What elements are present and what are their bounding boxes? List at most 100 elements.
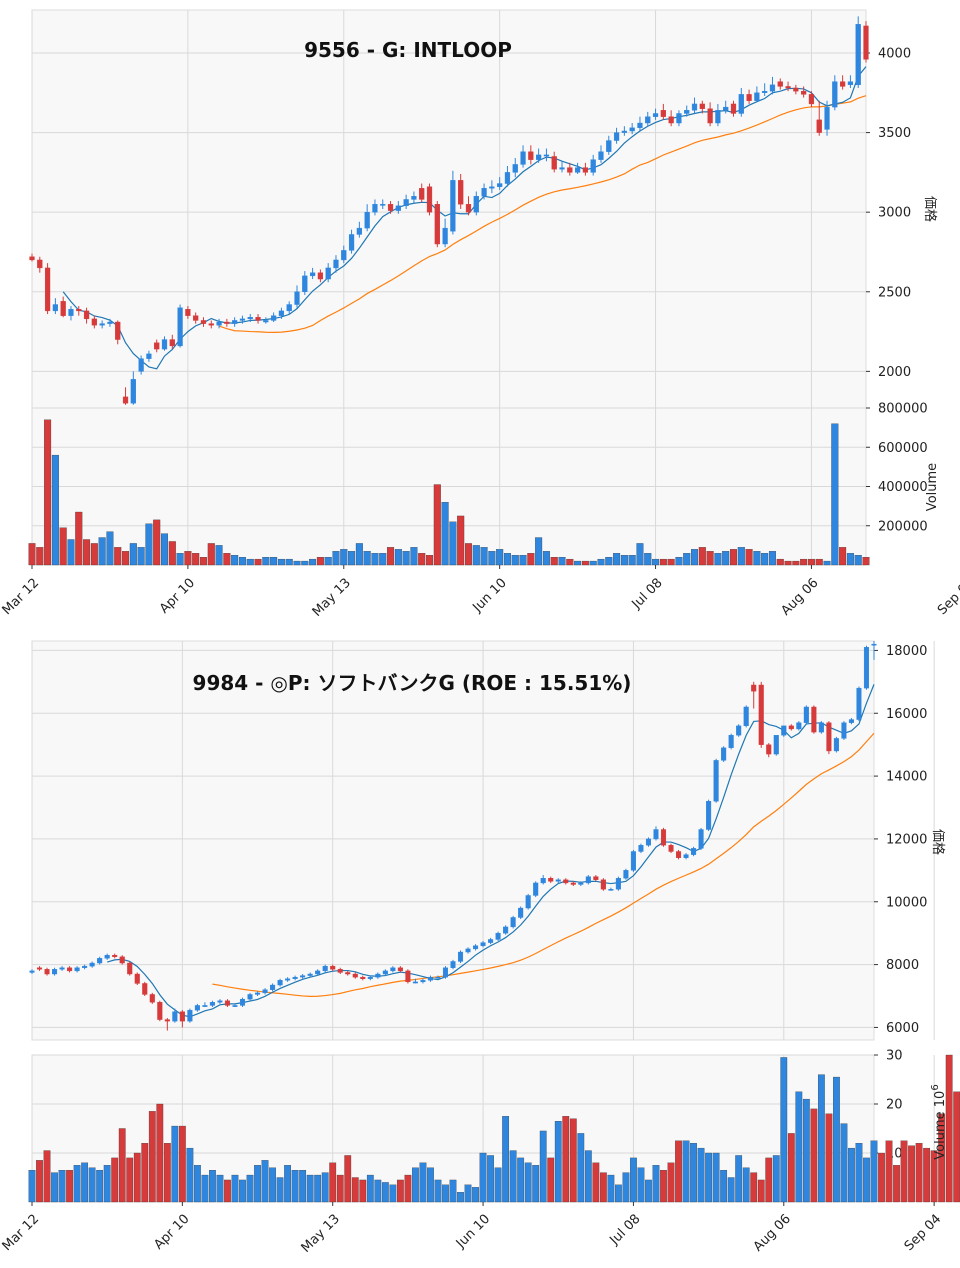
candle-body xyxy=(122,396,129,404)
candle-body xyxy=(161,339,168,350)
volume-bar xyxy=(216,1174,224,1203)
volume-bar xyxy=(503,553,511,566)
candle-body xyxy=(548,878,554,882)
volume-bar xyxy=(938,1113,946,1203)
candle-body xyxy=(142,983,148,995)
x-tick-label: May 13 xyxy=(310,576,354,620)
volume-bar xyxy=(184,551,192,566)
volume-bar xyxy=(340,549,348,566)
candle-body xyxy=(325,267,331,280)
volume-bar xyxy=(254,1165,261,1203)
volume-bar xyxy=(636,543,644,566)
price-tick-label: 18000 xyxy=(886,644,927,659)
volume-bar xyxy=(550,557,558,566)
volume-tick-label: 30 xyxy=(886,1049,903,1064)
volume-bar xyxy=(223,553,231,566)
volume-bar xyxy=(103,1165,111,1203)
volume-bar xyxy=(73,1165,81,1203)
candle-body xyxy=(698,829,704,849)
volume-bar xyxy=(509,1150,517,1203)
volume-bar xyxy=(186,1147,194,1203)
volume-bar xyxy=(426,555,434,566)
candle-body xyxy=(193,315,199,321)
candle-body xyxy=(856,687,862,720)
volume-bar xyxy=(807,558,815,566)
volume-bar xyxy=(659,558,667,566)
volume-bar xyxy=(381,1182,389,1203)
volume-bar xyxy=(261,1160,269,1203)
volume-bar xyxy=(88,1167,96,1203)
volume-bar xyxy=(535,537,543,566)
candle-body xyxy=(157,1002,163,1020)
volume-bar xyxy=(306,1174,314,1203)
candle-body xyxy=(503,926,509,934)
volume-bar xyxy=(815,558,823,566)
volume-bar xyxy=(389,1184,397,1203)
candle-body xyxy=(559,167,565,170)
volume-bar xyxy=(479,1152,487,1203)
candle-body xyxy=(67,967,73,972)
price-tick-label: 6000 xyxy=(886,1021,919,1036)
candle-body xyxy=(871,643,877,646)
volume-bar xyxy=(457,1192,464,1203)
candle-body xyxy=(585,876,591,884)
volume-bar xyxy=(118,1128,126,1203)
price-tick-label: 3500 xyxy=(878,126,911,141)
candle-body xyxy=(754,92,760,101)
volume-bar xyxy=(675,1140,682,1203)
volume-bar xyxy=(630,1157,637,1203)
volume-bar xyxy=(825,1113,833,1203)
candle-body xyxy=(773,735,779,755)
candle-body xyxy=(309,272,316,277)
candle-body xyxy=(380,204,386,206)
volume-bar xyxy=(133,1152,141,1203)
price-tick-label: 4000 xyxy=(878,46,911,61)
volume-bar xyxy=(727,1177,735,1203)
candle-body xyxy=(652,113,659,117)
candle-body xyxy=(172,1011,178,1022)
volume-axis-label: Volume xyxy=(925,463,940,511)
candle-body xyxy=(598,151,604,160)
candle-body xyxy=(154,342,160,350)
volume-bar xyxy=(299,1170,307,1203)
volume-bar xyxy=(192,553,200,566)
candle-body xyxy=(715,110,721,124)
candle-body xyxy=(801,90,807,95)
volume-bar xyxy=(449,1179,457,1203)
volume-bar xyxy=(620,555,628,566)
candle-body xyxy=(630,851,636,871)
candle-body xyxy=(270,984,276,990)
ma-short-line xyxy=(107,684,875,1018)
volume-bar xyxy=(59,527,67,566)
candle-body xyxy=(194,1005,200,1011)
candle-body xyxy=(525,895,531,909)
candle-body xyxy=(216,321,222,326)
candle-body xyxy=(457,951,464,962)
volume-bar xyxy=(667,1162,675,1203)
candle-body xyxy=(119,956,125,964)
candle-body xyxy=(278,310,285,316)
volume-bar xyxy=(487,1155,494,1203)
x-tick-label: Jun 10 xyxy=(470,576,510,616)
volume-bar xyxy=(402,551,410,566)
candle-body xyxy=(818,722,824,733)
candle-body xyxy=(333,259,339,269)
candle-body xyxy=(608,888,614,891)
candle-body xyxy=(465,204,472,213)
candle-body xyxy=(209,1002,215,1006)
candle-body xyxy=(555,879,561,882)
volume-bar xyxy=(683,553,691,566)
volume-bar xyxy=(566,558,574,566)
candle-body xyxy=(785,86,791,89)
candle-body xyxy=(426,186,433,213)
candle-body xyxy=(403,199,409,207)
volume-axis-label: Volume 106 xyxy=(930,1084,948,1159)
candle-body xyxy=(115,321,121,340)
volume-bar xyxy=(168,541,176,566)
candle-body xyxy=(341,250,347,261)
candle-body xyxy=(112,954,118,957)
x-tick-label: Jul 08 xyxy=(629,576,666,613)
candle-body xyxy=(803,706,809,723)
candle-body xyxy=(322,965,328,972)
